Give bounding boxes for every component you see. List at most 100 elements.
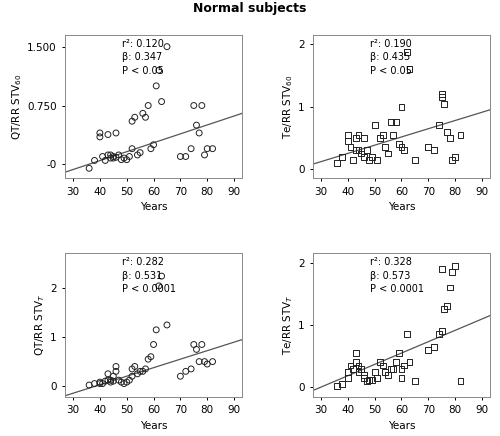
Point <box>392 359 400 366</box>
Point <box>192 346 200 353</box>
Point <box>104 151 112 158</box>
Point <box>90 380 98 387</box>
Point <box>114 151 122 158</box>
Point <box>126 153 134 160</box>
Point <box>430 343 438 350</box>
Point <box>85 165 93 172</box>
Point <box>352 134 360 141</box>
Point <box>438 265 446 272</box>
Point <box>136 368 144 375</box>
Point <box>370 368 378 375</box>
Point <box>406 66 413 73</box>
Point <box>98 380 106 387</box>
Point <box>155 67 163 74</box>
Point <box>128 118 136 125</box>
Point <box>446 134 454 141</box>
Point <box>374 156 382 163</box>
Point <box>392 119 400 126</box>
Point <box>395 141 403 148</box>
Point <box>96 380 104 387</box>
Text: r²: 0.328
β: 0.573
P < 0.0001: r²: 0.328 β: 0.573 P < 0.0001 <box>370 258 424 294</box>
Point <box>390 365 398 372</box>
Point <box>182 153 190 160</box>
Point <box>354 368 362 375</box>
Point <box>456 378 464 385</box>
Point <box>142 114 150 121</box>
Point <box>398 365 406 372</box>
Point <box>333 383 341 390</box>
Point <box>362 378 370 385</box>
Point <box>456 131 464 138</box>
Point <box>370 122 378 129</box>
Point <box>158 272 166 279</box>
Point <box>110 153 118 160</box>
Point <box>147 353 155 360</box>
Point <box>448 156 456 163</box>
Point <box>338 381 346 388</box>
Point <box>352 350 360 357</box>
Point <box>158 98 166 105</box>
Point <box>176 373 184 380</box>
Point <box>443 303 451 310</box>
Point <box>354 131 362 138</box>
Point <box>382 144 390 151</box>
Point <box>360 134 368 141</box>
Y-axis label: Te/RR STV$_T$: Te/RR STV$_T$ <box>282 294 295 355</box>
Point <box>112 368 120 375</box>
Point <box>366 376 374 383</box>
Point <box>344 137 352 144</box>
Point <box>333 160 341 167</box>
Point <box>378 362 386 369</box>
Point <box>382 368 390 375</box>
Point <box>438 328 446 335</box>
Point <box>144 356 152 363</box>
Point <box>136 149 144 156</box>
Point <box>378 131 386 138</box>
Point <box>376 359 384 366</box>
Point <box>200 358 208 365</box>
Point <box>120 380 128 387</box>
Point <box>110 373 118 380</box>
Point <box>443 128 451 135</box>
Point <box>384 150 392 157</box>
Point <box>101 157 109 164</box>
Point <box>182 368 190 375</box>
Point <box>104 131 112 138</box>
Point <box>96 129 104 136</box>
Point <box>176 153 184 160</box>
Point <box>448 269 456 276</box>
Point <box>120 155 128 162</box>
Point <box>150 141 158 148</box>
Point <box>400 147 408 154</box>
Point <box>96 133 104 140</box>
Point <box>142 365 150 372</box>
Point <box>438 94 446 101</box>
Point <box>338 153 346 160</box>
X-axis label: Years: Years <box>388 202 415 212</box>
Point <box>430 147 438 154</box>
Point <box>114 377 122 384</box>
Point <box>190 341 198 348</box>
Point <box>344 375 352 382</box>
Point <box>110 378 118 385</box>
Point <box>118 378 126 385</box>
X-axis label: Years: Years <box>140 421 168 431</box>
Point <box>451 153 459 160</box>
Point <box>134 151 141 158</box>
Point <box>386 365 394 372</box>
Point <box>357 150 365 157</box>
X-axis label: Years: Years <box>140 202 168 212</box>
Point <box>352 359 360 366</box>
Point <box>360 371 368 378</box>
Point <box>366 156 374 163</box>
Point <box>368 153 376 160</box>
Point <box>400 362 408 369</box>
Point <box>155 283 163 290</box>
Point <box>360 153 368 160</box>
Point <box>187 145 195 152</box>
Point <box>128 365 136 372</box>
Point <box>424 144 432 151</box>
Point <box>147 145 155 152</box>
Point <box>131 363 139 370</box>
Point <box>435 122 443 129</box>
